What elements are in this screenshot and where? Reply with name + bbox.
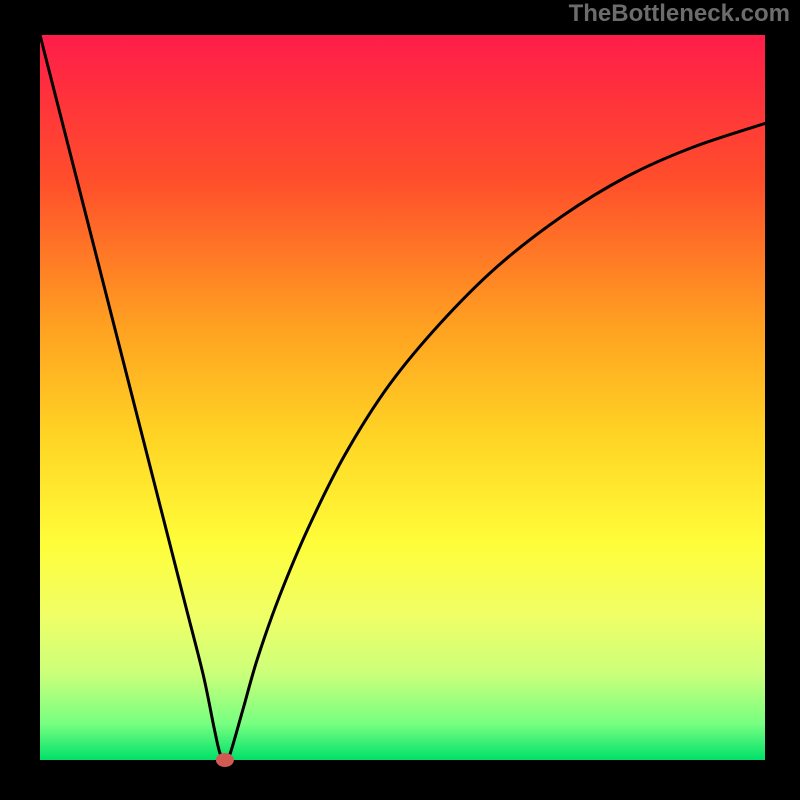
optimal-point-marker xyxy=(216,753,234,767)
chart-svg xyxy=(0,0,800,800)
chart-stage: TheBottleneck.com xyxy=(0,0,800,800)
plot-area xyxy=(40,35,765,760)
